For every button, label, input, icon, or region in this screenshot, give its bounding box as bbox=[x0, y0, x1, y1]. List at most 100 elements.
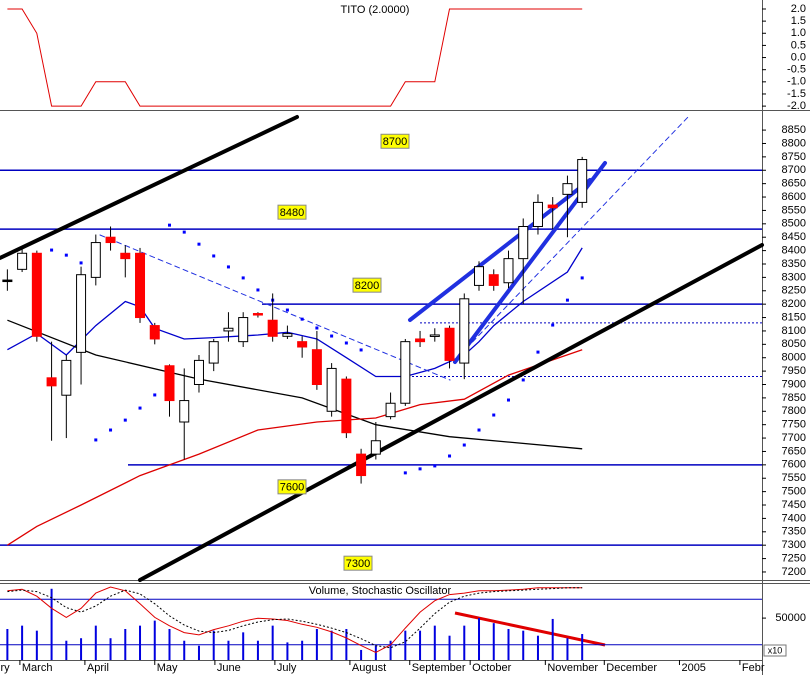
candle-body bbox=[562, 183, 573, 195]
sar-dot bbox=[300, 317, 304, 321]
volume-bar bbox=[345, 628, 348, 660]
candle-body bbox=[46, 377, 57, 387]
y-tick-label: 7850 bbox=[782, 392, 806, 404]
candle-body bbox=[61, 359, 72, 396]
candle-body bbox=[282, 333, 293, 337]
moving-average bbox=[7, 319, 583, 450]
x-tick-label: May bbox=[157, 662, 178, 674]
y-tick-label: 7250 bbox=[782, 552, 806, 564]
candle-body bbox=[90, 242, 101, 278]
y-tick-label: 8150 bbox=[782, 311, 806, 323]
candle-body bbox=[547, 204, 558, 209]
volume-bar bbox=[315, 628, 318, 660]
y-tick-label: 50000 bbox=[775, 612, 806, 624]
candle-body bbox=[2, 279, 13, 283]
volume-bar bbox=[566, 638, 569, 660]
moving-average bbox=[7, 349, 583, 546]
x-tick-label: Febr bbox=[742, 662, 765, 674]
x-tick-label: 2005 bbox=[681, 662, 705, 674]
volume-bar bbox=[65, 640, 68, 660]
x-tick-label: June bbox=[217, 662, 241, 674]
sar-dot bbox=[551, 323, 555, 327]
sar-dot bbox=[123, 418, 127, 422]
candle-body bbox=[120, 252, 131, 260]
level-label: 8200 bbox=[355, 280, 379, 292]
sar-dot bbox=[256, 288, 260, 292]
candle-body bbox=[179, 400, 190, 423]
x-tick-label: July bbox=[277, 662, 297, 674]
candle-body bbox=[164, 365, 175, 402]
volume-bar bbox=[212, 630, 215, 660]
y-tick-label: 7900 bbox=[782, 378, 806, 390]
y-tick-label: -2.0 bbox=[787, 100, 806, 112]
volume-bar bbox=[360, 649, 363, 660]
sar-dot bbox=[462, 443, 466, 447]
candle-body bbox=[518, 225, 529, 260]
y-tick-label: 1.5 bbox=[791, 15, 806, 27]
moving-average bbox=[7, 247, 583, 378]
x-tick-label: August bbox=[352, 662, 386, 674]
volume-bar bbox=[109, 638, 112, 660]
y-tick-label: 7200 bbox=[782, 566, 806, 578]
candle-body bbox=[400, 341, 411, 404]
candle-body bbox=[238, 317, 249, 343]
volume-bar bbox=[536, 635, 539, 660]
volume-bar bbox=[330, 630, 333, 660]
candle-body bbox=[488, 274, 499, 286]
sar-dot bbox=[167, 223, 171, 227]
volume-bar bbox=[168, 628, 171, 660]
sar-dot bbox=[344, 341, 348, 345]
candle-body bbox=[149, 325, 160, 340]
level-label: 8480 bbox=[280, 207, 304, 219]
sar-dot bbox=[315, 326, 319, 330]
y-tick-label: 7550 bbox=[782, 472, 806, 484]
sar-dot bbox=[418, 467, 422, 471]
candle-body bbox=[267, 319, 278, 337]
sar-dot bbox=[565, 298, 569, 302]
level-label-box bbox=[277, 479, 307, 495]
sar-dot bbox=[64, 253, 68, 257]
candle-body bbox=[415, 338, 426, 343]
y-tick-label: 8300 bbox=[782, 271, 806, 283]
sar-dot bbox=[79, 261, 83, 265]
volume-bar bbox=[94, 625, 97, 660]
volume-bar bbox=[197, 645, 200, 660]
pane-title: Volume, Stochastic Oscillator bbox=[309, 585, 452, 597]
sar-dot bbox=[197, 242, 201, 246]
sar-dot bbox=[153, 393, 157, 397]
y-tick-label: 7650 bbox=[782, 445, 806, 457]
y-tick-label: 8100 bbox=[782, 325, 806, 337]
y-tick-label: 7750 bbox=[782, 419, 806, 431]
y-tick-label: 7500 bbox=[782, 486, 806, 498]
candle-body bbox=[105, 236, 116, 244]
volume-bar bbox=[286, 642, 289, 660]
x-tick-label: September bbox=[412, 662, 466, 674]
candle-body bbox=[193, 359, 204, 386]
indicator-line bbox=[7, 8, 583, 107]
y-tick-label: 8850 bbox=[782, 124, 806, 136]
candle-body bbox=[223, 327, 234, 332]
candle-body bbox=[252, 313, 263, 316]
sar-dot bbox=[182, 230, 186, 234]
volume-bar bbox=[522, 630, 525, 660]
candle-body bbox=[577, 159, 588, 203]
sar-dot bbox=[506, 398, 510, 402]
multiplier-box bbox=[763, 644, 787, 657]
y-tick-label: 0.0 bbox=[791, 51, 806, 63]
stochastic-line bbox=[7, 586, 583, 653]
sar-dot bbox=[403, 471, 407, 475]
sar-dot bbox=[212, 254, 216, 258]
candle-body bbox=[370, 440, 381, 455]
trendline-dashed bbox=[459, 114, 691, 356]
level-label-box bbox=[352, 277, 382, 293]
y-tick-label: 2.0 bbox=[791, 3, 806, 15]
y-tick-label: 8550 bbox=[782, 204, 806, 216]
candle-body bbox=[311, 349, 322, 386]
volume-bar bbox=[124, 628, 127, 660]
volume-bar bbox=[551, 618, 554, 660]
y-tick-label: 7700 bbox=[782, 432, 806, 444]
drawing-tools bbox=[0, 114, 764, 582]
y-tick-label: 8250 bbox=[782, 285, 806, 297]
sar-dot bbox=[109, 428, 113, 432]
y-tick-label: 8050 bbox=[782, 338, 806, 350]
